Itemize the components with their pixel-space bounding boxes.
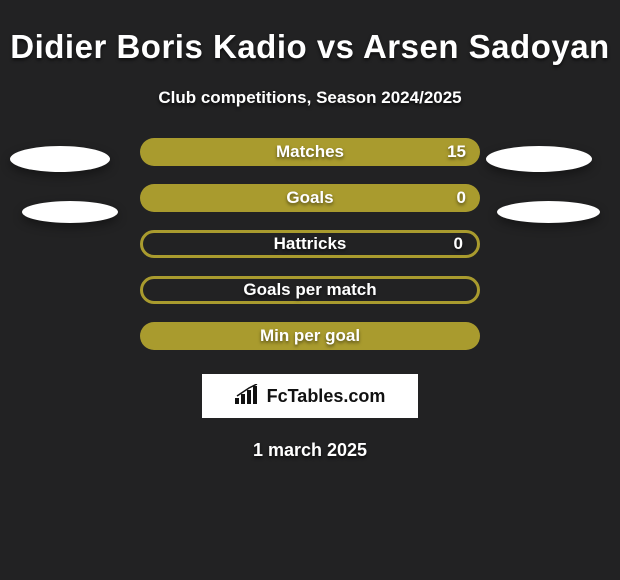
- stat-bar-matches: Matches15: [140, 138, 480, 166]
- stat-bar-label: Goals per match: [143, 279, 477, 301]
- stat-bars: Matches15Goals0Hattricks0Goals per match…: [140, 138, 480, 350]
- date-text: 1 march 2025: [0, 440, 620, 461]
- chart-icon: [235, 384, 261, 409]
- stat-bar-goals-per-match: Goals per match: [140, 276, 480, 304]
- stat-bar-value: 0: [454, 233, 463, 255]
- fctables-logo: FcTables.com: [202, 374, 418, 418]
- stat-bar-value: 15: [447, 138, 466, 166]
- decorative-ellipse: [497, 201, 600, 223]
- decorative-ellipse: [10, 146, 110, 172]
- stat-bar-label: Hattricks: [143, 233, 477, 255]
- decorative-ellipse: [22, 201, 118, 223]
- stat-bar-label: Min per goal: [140, 322, 480, 350]
- page-title: Didier Boris Kadio vs Arsen Sadoyan: [0, 22, 620, 66]
- subtitle: Club competitions, Season 2024/2025: [0, 88, 620, 108]
- stat-bar-value: 0: [457, 184, 466, 212]
- stat-bar-hattricks: Hattricks0: [140, 230, 480, 258]
- stat-bar-min-per-goal: Min per goal: [140, 322, 480, 350]
- stat-bar-label: Matches: [140, 138, 480, 166]
- logo-text: FcTables.com: [267, 386, 386, 407]
- decorative-ellipse: [486, 146, 592, 172]
- stat-bar-label: Goals: [140, 184, 480, 212]
- stat-bar-goals: Goals0: [140, 184, 480, 212]
